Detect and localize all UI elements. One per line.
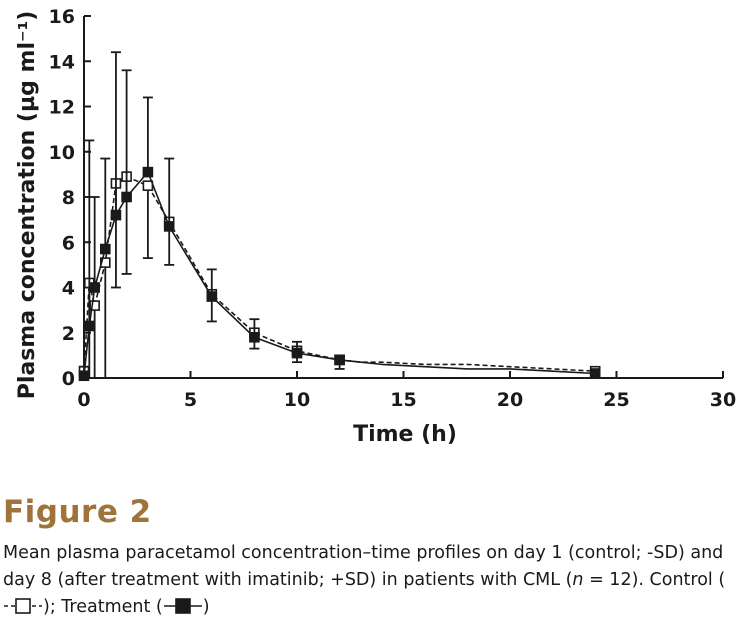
series-line-treatment	[83, 170, 596, 376]
y-tick-label: 10	[49, 142, 75, 164]
data-point-treatment	[334, 354, 345, 366]
figure-title: Figure 2	[3, 494, 152, 530]
y-tick-label: 0	[62, 368, 75, 390]
x-tick-label: 10	[284, 389, 310, 411]
data-point-treatment	[100, 243, 111, 255]
legend-treatment-symbol	[163, 598, 202, 614]
series-control	[78, 171, 601, 379]
data-point-treatment	[142, 166, 154, 178]
x-tick-label: 25	[603, 389, 629, 411]
legend-control-symbol	[4, 598, 42, 614]
x-axis-title: Time (h)	[353, 422, 457, 447]
caption-end: )	[202, 597, 210, 617]
chart-axis-labels: Time (h) Plasma concentration (µg ml⁻¹)	[15, 11, 457, 447]
data-point-treatment	[163, 221, 175, 232]
y-tick-label: 6	[62, 232, 75, 254]
y-tick-label: 16	[49, 6, 75, 28]
data-point-treatment	[249, 331, 260, 343]
y-tick-label: 14	[49, 51, 75, 73]
data-point-treatment	[291, 347, 303, 359]
data-point-treatment	[89, 282, 100, 293]
x-tick-label: 30	[710, 389, 736, 411]
x-tick-label: 20	[497, 389, 523, 411]
caption-n-value: = 12). Control (	[583, 570, 726, 590]
y-tick-label: 8	[62, 187, 75, 209]
data-point-treatment	[206, 291, 218, 302]
concentration-time-chart: 0 5 10 15 20 25 30 0 2 4 6 8 10 12 14 16 Time (h) Plasm…	[15, 6, 737, 447]
chart-series-layer	[78, 51, 601, 382]
series-treatment	[78, 51, 601, 382]
y-tick-label: 2	[62, 323, 75, 345]
data-point-treatment	[78, 370, 90, 382]
caption-text: Mean plasma paracetamol concentration–ti…	[3, 543, 724, 590]
y-tick-label: 12	[49, 97, 75, 119]
caption-n-symbol: n	[572, 570, 584, 590]
data-point-treatment	[110, 209, 122, 221]
data-point-treatment	[589, 368, 601, 379]
x-tick-label: 15	[390, 389, 416, 411]
figure-caption: Mean plasma paracetamol concentration–ti…	[3, 540, 736, 621]
data-point-control	[142, 180, 154, 191]
data-point-treatment	[84, 320, 95, 332]
data-point-treatment	[121, 191, 132, 203]
caption-control-end: ); Treatment (	[43, 597, 163, 617]
x-tick-label: 0	[77, 389, 90, 411]
x-tick-label: 5	[184, 389, 197, 411]
chart-axes: 0 5 10 15 20 25 30 0 2 4 6 8 10 12 14 16	[49, 6, 737, 411]
y-tick-label: 4	[62, 278, 75, 300]
y-axis-title: Plasma concentration (µg ml⁻¹)	[15, 11, 40, 400]
